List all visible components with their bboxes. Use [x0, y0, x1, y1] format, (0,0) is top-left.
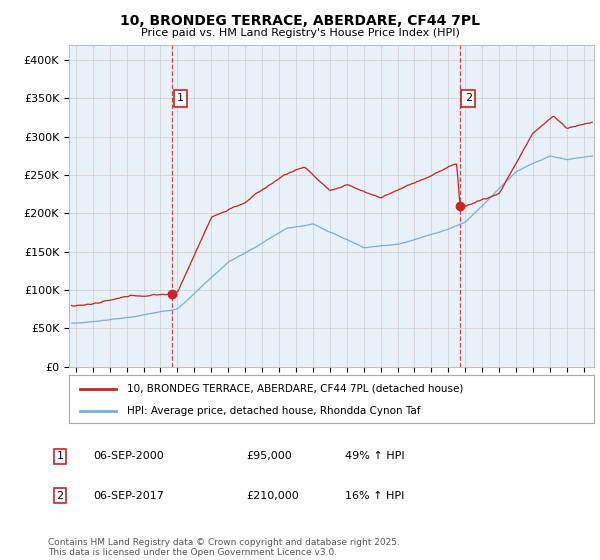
Text: 06-SEP-2000: 06-SEP-2000 [93, 451, 164, 461]
Text: 06-SEP-2017: 06-SEP-2017 [93, 491, 164, 501]
Text: 1: 1 [177, 94, 184, 104]
Text: 10, BRONDEG TERRACE, ABERDARE, CF44 7PL (detached house): 10, BRONDEG TERRACE, ABERDARE, CF44 7PL … [127, 384, 463, 394]
Text: 2: 2 [56, 491, 64, 501]
Text: £210,000: £210,000 [246, 491, 299, 501]
Text: 1: 1 [56, 451, 64, 461]
Text: 10, BRONDEG TERRACE, ABERDARE, CF44 7PL: 10, BRONDEG TERRACE, ABERDARE, CF44 7PL [120, 14, 480, 28]
Text: 2: 2 [465, 94, 472, 104]
Text: £95,000: £95,000 [246, 451, 292, 461]
Text: Price paid vs. HM Land Registry's House Price Index (HPI): Price paid vs. HM Land Registry's House … [140, 28, 460, 38]
Text: HPI: Average price, detached house, Rhondda Cynon Taf: HPI: Average price, detached house, Rhon… [127, 406, 420, 416]
Text: 49% ↑ HPI: 49% ↑ HPI [345, 451, 404, 461]
Text: 16% ↑ HPI: 16% ↑ HPI [345, 491, 404, 501]
Text: Contains HM Land Registry data © Crown copyright and database right 2025.
This d: Contains HM Land Registry data © Crown c… [48, 538, 400, 557]
